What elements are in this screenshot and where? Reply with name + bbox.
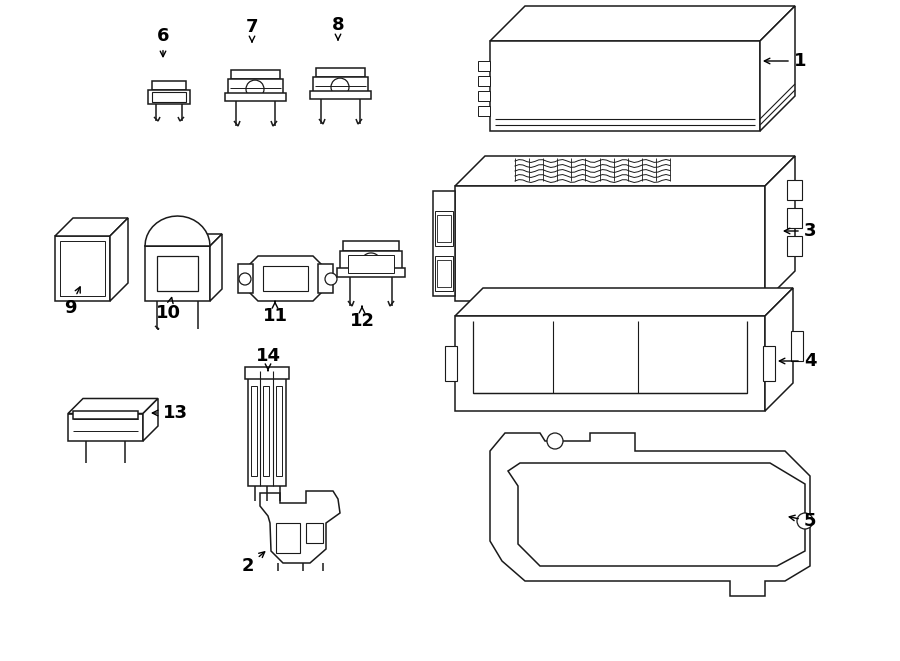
Text: 9: 9 (64, 287, 80, 317)
Circle shape (325, 273, 337, 285)
Bar (491, 305, 523, 323)
Bar (238, 264, 253, 293)
Bar (225, 93, 286, 100)
Bar (478, 61, 490, 71)
Polygon shape (145, 234, 222, 246)
Polygon shape (55, 218, 128, 236)
Polygon shape (508, 463, 805, 566)
Polygon shape (68, 414, 143, 441)
Polygon shape (455, 288, 793, 316)
Polygon shape (248, 371, 286, 486)
Polygon shape (455, 316, 765, 411)
Text: 10: 10 (156, 297, 181, 322)
Text: 6: 6 (157, 27, 169, 57)
Polygon shape (145, 216, 210, 246)
Polygon shape (55, 236, 110, 301)
Bar (699, 305, 721, 323)
Text: 3: 3 (784, 222, 816, 240)
Polygon shape (455, 156, 795, 186)
Bar (316, 68, 365, 77)
Polygon shape (765, 156, 795, 301)
Text: 7: 7 (246, 18, 258, 42)
Text: 13: 13 (152, 404, 187, 422)
Polygon shape (68, 399, 158, 414)
Bar (695, 299, 725, 329)
Bar (435, 256, 453, 291)
Bar (245, 367, 289, 379)
Bar (318, 264, 333, 293)
Polygon shape (248, 256, 323, 301)
Circle shape (246, 80, 264, 98)
Bar (251, 386, 257, 476)
Polygon shape (433, 191, 455, 296)
Circle shape (797, 513, 813, 529)
Polygon shape (210, 234, 222, 301)
Polygon shape (110, 218, 128, 301)
Bar (437, 215, 451, 242)
Bar (445, 346, 457, 381)
Bar (276, 386, 282, 476)
Bar (763, 346, 775, 381)
Bar (313, 77, 368, 97)
Bar (735, 299, 765, 329)
Circle shape (361, 253, 381, 273)
Bar (787, 180, 802, 200)
Bar (485, 299, 530, 329)
Polygon shape (490, 433, 810, 596)
Bar (73, 410, 138, 418)
Polygon shape (145, 246, 210, 301)
Text: 2: 2 (242, 552, 265, 575)
Text: 4: 4 (779, 352, 816, 370)
Bar (157, 256, 198, 291)
Text: 11: 11 (263, 301, 287, 325)
Bar (478, 106, 490, 116)
Bar (152, 93, 186, 102)
Bar (651, 305, 683, 323)
Text: 5: 5 (789, 512, 816, 530)
Bar (435, 211, 453, 246)
Bar (565, 299, 610, 329)
Bar (791, 331, 803, 361)
Circle shape (331, 78, 349, 96)
Bar (228, 79, 283, 99)
Text: 14: 14 (256, 347, 281, 371)
Bar (263, 266, 308, 291)
Bar (148, 89, 190, 104)
Bar (739, 305, 761, 323)
Polygon shape (260, 491, 340, 563)
Bar (787, 208, 802, 228)
Bar (340, 251, 402, 274)
Bar (343, 241, 399, 251)
Circle shape (547, 433, 563, 449)
Bar (337, 268, 405, 276)
Bar (348, 254, 394, 274)
Bar (787, 236, 802, 256)
Polygon shape (306, 523, 323, 543)
Bar (263, 386, 269, 476)
Bar (437, 260, 451, 287)
Bar (645, 299, 690, 329)
Bar (231, 70, 280, 79)
Polygon shape (143, 399, 158, 441)
Polygon shape (455, 186, 765, 301)
Bar (310, 91, 371, 98)
Polygon shape (760, 6, 795, 131)
Bar (478, 91, 490, 101)
Bar (478, 76, 490, 86)
Text: 1: 1 (764, 52, 806, 70)
Polygon shape (765, 288, 793, 411)
Circle shape (239, 273, 251, 285)
Bar (571, 305, 603, 323)
Polygon shape (276, 523, 300, 553)
Text: 8: 8 (332, 16, 345, 40)
Bar (152, 81, 186, 89)
Polygon shape (490, 6, 795, 41)
Polygon shape (490, 41, 760, 131)
Text: 12: 12 (349, 306, 374, 330)
